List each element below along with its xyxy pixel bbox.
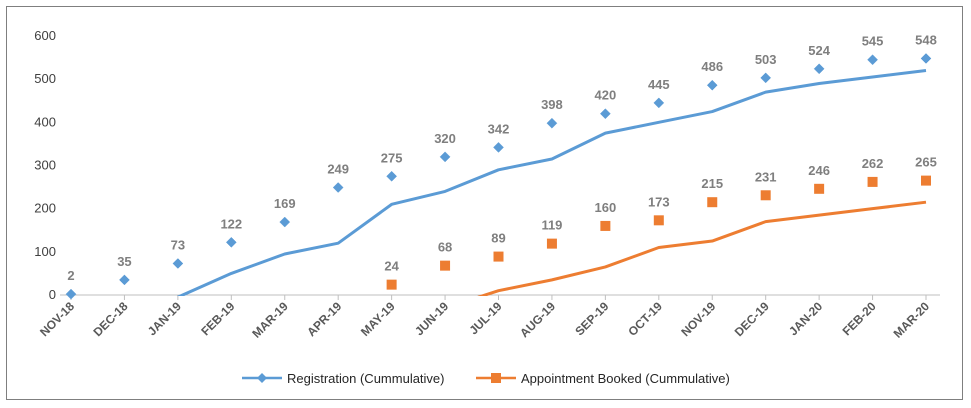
registration-point	[439, 151, 451, 163]
data-label: 275	[381, 150, 403, 165]
data-label: 89	[491, 231, 505, 246]
chart-frame	[6, 6, 963, 400]
x-tick-label: NOV-19	[678, 299, 718, 339]
data-label: 545	[862, 34, 884, 49]
x-tick-label: MAR-20	[891, 299, 933, 341]
x-tick-label: MAR-19	[249, 299, 291, 341]
registration-point	[279, 216, 291, 228]
x-tick-label: APR-19	[304, 299, 344, 339]
data-label: 398	[541, 97, 563, 112]
registration-point	[386, 170, 397, 182]
registration-point	[653, 97, 665, 109]
registration-point	[867, 54, 878, 66]
y-tick-label: 200	[34, 201, 56, 216]
appointment-point	[440, 260, 451, 271]
registration-point	[706, 79, 718, 91]
y-tick-label: 500	[34, 71, 56, 86]
x-tick-label: DEC-18	[90, 299, 130, 339]
registration-point	[813, 63, 825, 75]
appointment-point	[760, 190, 771, 201]
appointment-point	[386, 279, 397, 290]
data-label: 160	[595, 200, 617, 215]
appointment-point	[867, 176, 878, 187]
appointment-point	[814, 183, 825, 194]
registration-point	[760, 72, 772, 84]
series-1-trend-line	[477, 200, 927, 296]
appointment-point	[493, 251, 504, 262]
data-label: 173	[648, 194, 670, 209]
data-label: 445	[648, 77, 670, 92]
y-tick-label: 400	[34, 114, 56, 129]
registration-point	[920, 53, 932, 64]
appointment-point	[653, 215, 664, 226]
data-label: 548	[915, 32, 937, 47]
series-0-trend-line	[176, 69, 927, 296]
data-label: 2	[67, 268, 74, 283]
registration-point	[600, 108, 611, 120]
registration-point	[546, 117, 558, 129]
x-tick-label: AUG-19	[517, 299, 558, 340]
y-tick-label: 100	[34, 244, 56, 259]
data-label: 231	[755, 169, 777, 184]
data-label: 524	[808, 43, 830, 58]
data-label: 119	[541, 218, 562, 233]
x-tick-label: NOV-18	[37, 299, 77, 339]
legend-marker-diamond	[257, 373, 267, 383]
registration-point	[225, 236, 237, 248]
y-tick-label: 600	[34, 28, 56, 43]
data-label: 35	[117, 254, 131, 269]
legend-marker-square	[491, 373, 501, 383]
appointment-point	[600, 220, 611, 231]
data-label: 122	[220, 216, 242, 231]
data-label: 503	[755, 52, 777, 67]
registration-point	[332, 182, 344, 193]
x-tick-label: JUN-19	[412, 299, 451, 338]
data-label: 68	[438, 240, 452, 255]
x-tick-label: JAN-20	[786, 299, 825, 338]
data-label: 420	[595, 88, 617, 103]
x-tick-label: JAN-19	[145, 299, 184, 338]
x-tick-label: FEB-19	[198, 299, 237, 338]
x-tick-label: DEC-19	[732, 299, 772, 339]
data-label: 262	[862, 156, 884, 171]
data-label: 169	[274, 196, 296, 211]
x-tick-label: OCT-19	[625, 299, 665, 339]
x-tick-label: FEB-20	[840, 299, 879, 338]
data-label: 320	[434, 131, 456, 146]
y-tick-label: 0	[49, 287, 56, 302]
appointment-point	[707, 197, 718, 208]
registration-point	[119, 274, 130, 286]
data-label: 249	[327, 162, 349, 177]
x-tick-label: JUL-19	[466, 299, 504, 337]
legend-label: Appointment Booked (Cummulative)	[521, 371, 730, 386]
data-label: 24	[384, 259, 399, 274]
data-label: 246	[808, 163, 830, 178]
appointment-point	[546, 238, 557, 249]
data-label: 215	[701, 176, 723, 191]
x-tick-label: SEP-19	[572, 299, 611, 338]
data-label: 486	[701, 59, 723, 74]
x-tick-label: MAY-19	[358, 299, 398, 339]
legend-label: Registration (Cummulative)	[287, 371, 445, 386]
data-label: 265	[915, 155, 937, 170]
registration-point	[493, 142, 504, 153]
y-tick-label: 300	[34, 158, 56, 173]
data-label: 73	[171, 237, 185, 252]
registration-point	[172, 258, 184, 269]
appointment-point	[921, 175, 931, 186]
data-label: 342	[488, 121, 510, 136]
registration-point	[65, 288, 77, 300]
